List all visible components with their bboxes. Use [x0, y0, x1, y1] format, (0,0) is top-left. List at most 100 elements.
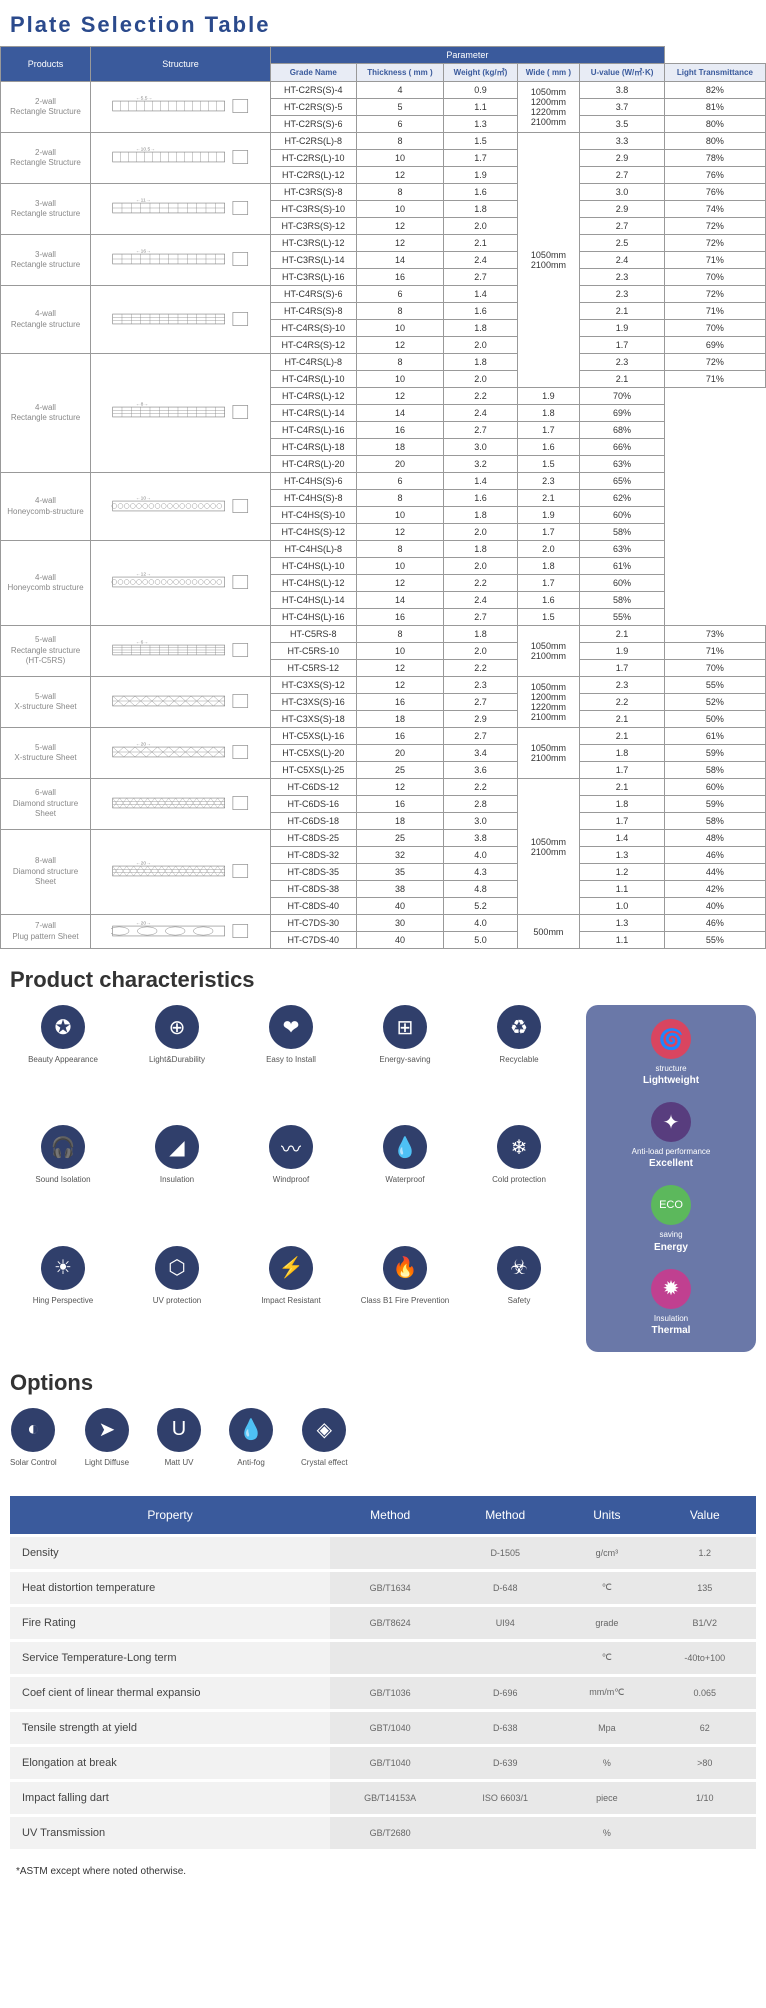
- opt-item: ◈ Crystal effect: [301, 1408, 348, 1467]
- prop-cell: Heat distortion temperature: [10, 1572, 330, 1604]
- thickness-cell: 4: [356, 82, 444, 99]
- wide-cell: 1050mm1200mm1220mm2100mm: [517, 677, 580, 728]
- prop-cell: Density: [10, 1537, 330, 1569]
- grade-cell: HT-C2RS(L)-8: [271, 133, 357, 150]
- grade-cell: HT-C4HS(L)-16: [271, 609, 357, 626]
- light-cell: 70%: [664, 269, 765, 286]
- product-cell: 4-wallHoneycomb structure: [1, 541, 91, 626]
- weight-cell: 1.6: [444, 184, 517, 201]
- uvalue-cell: 1.7: [517, 524, 580, 541]
- thickness-cell: 10: [356, 201, 444, 218]
- prop-cell: g/cm³: [560, 1537, 653, 1569]
- light-cell: 71%: [664, 643, 765, 660]
- prop-cell: B1/V2: [654, 1607, 756, 1639]
- side-item: ✦ Anti-load performanceExcellent: [594, 1102, 748, 1171]
- product-cell: 4-wallRectangle structure: [1, 286, 91, 354]
- light-cell: 80%: [664, 133, 765, 150]
- solar-control-icon: ◐: [11, 1408, 55, 1452]
- grade-cell: HT-C5XS(L)-25: [271, 762, 357, 779]
- weight-cell: 2.0: [444, 524, 517, 541]
- thickness-cell: 20: [356, 745, 444, 762]
- grade-cell: HT-C8DS-35: [271, 864, 357, 881]
- grade-cell: HT-C4RS(L)-18: [271, 439, 357, 456]
- weight-cell: 1.8: [444, 541, 517, 558]
- uvalue-cell: 2.3: [580, 286, 664, 303]
- side-icon: 🌀: [651, 1019, 691, 1059]
- uvalue-cell: 2.9: [580, 150, 664, 167]
- prop-cell: piece: [560, 1782, 653, 1814]
- grade-cell: HT-C3XS(S)-12: [271, 677, 357, 694]
- prop-row: DensityD-1505g/cm³1.2: [10, 1537, 756, 1569]
- prop-cell: GBT/1040: [330, 1712, 450, 1744]
- footnote: *ASTM except where noted otherwise.: [0, 1862, 766, 1887]
- weight-cell: 2.4: [444, 405, 517, 422]
- uvalue-cell: 1.7: [580, 813, 664, 830]
- uvalue-cell: 1.5: [517, 456, 580, 473]
- weight-cell: 2.0: [444, 337, 517, 354]
- thickness-cell: 6: [356, 116, 444, 133]
- char-label: Insulation: [124, 1175, 230, 1184]
- side-icon: ECO: [651, 1185, 691, 1225]
- light-cell: 80%: [664, 116, 765, 133]
- grade-cell: HT-C8DS-40: [271, 898, 357, 915]
- light-cell: 55%: [580, 609, 664, 626]
- uvalue-cell: 2.0: [517, 541, 580, 558]
- grade-cell: HT-C3RS(L)-12: [271, 235, 357, 252]
- product-cell: 5-wallX-structure Sheet: [1, 728, 91, 779]
- weight-cell: 2.1: [444, 235, 517, 252]
- options-grid: ◐ Solar Control ➤ Light Diffuse U Matt U…: [0, 1408, 766, 1483]
- thickness-cell: 10: [356, 371, 444, 388]
- wide-cell: 500mm: [517, 915, 580, 949]
- char-label: Cold protection: [466, 1175, 572, 1184]
- grade-cell: HT-C3RS(L)-16: [271, 269, 357, 286]
- uvalue-cell: 1.7: [580, 660, 664, 677]
- properties-table: PropertyMethodMethodUnitsValueDensityD-1…: [10, 1493, 756, 1852]
- characteristics-title: Product characteristics: [0, 949, 766, 1005]
- char-label: Easy to Install: [238, 1055, 344, 1064]
- grade-cell: HT-C2RS(L)-10: [271, 150, 357, 167]
- thickness-cell: 30: [356, 915, 444, 932]
- product-cell: 7-wallPlug pattern Sheet: [1, 915, 91, 949]
- grade-cell: HT-C3RS(S)-12: [271, 218, 357, 235]
- weight-cell: 2.3: [444, 677, 517, 694]
- prop-cell: Service Temperature-Long term: [10, 1642, 330, 1674]
- structure-cell: ←11→: [91, 184, 271, 235]
- prop-cell: GB/T8624: [330, 1607, 450, 1639]
- thickness-cell: 8: [356, 490, 444, 507]
- wide-cell: 1050mm2100mm: [517, 626, 580, 677]
- product-cell: 8-wallDiamond structure Sheet: [1, 830, 91, 915]
- thickness-cell: 12: [356, 218, 444, 235]
- light-cell: 82%: [664, 82, 765, 99]
- uvalue-cell: 3.8: [580, 82, 664, 99]
- table-row: 2-wallRectangle Structure←10.5→HT-C2RS(L…: [1, 133, 766, 150]
- thickness-cell: 12: [356, 779, 444, 796]
- weight-cell: 4.3: [444, 864, 517, 881]
- light-cell: 59%: [664, 745, 765, 762]
- char-item: ❤ Easy to Install: [238, 1005, 344, 1111]
- hdr-parameter: Parameter: [271, 47, 665, 64]
- opt-label: Anti-fog: [229, 1458, 273, 1467]
- insulation-icon: ◢: [155, 1125, 199, 1169]
- prop-row: Elongation at breakGB/T1040D-639%>80: [10, 1747, 756, 1779]
- side-label: Anti-load performanceExcellent: [594, 1146, 748, 1171]
- light-cell: 60%: [580, 507, 664, 524]
- prop-cell: [330, 1537, 450, 1569]
- structure-cell: [91, 677, 271, 728]
- prop-cell: Impact falling dart: [10, 1782, 330, 1814]
- grade-cell: HT-C2RS(S)-4: [271, 82, 357, 99]
- char-label: Recyclable: [466, 1055, 572, 1064]
- weight-cell: 2.2: [444, 388, 517, 405]
- side-label: savingEnergy: [594, 1229, 748, 1254]
- opt-label: Solar Control: [10, 1458, 57, 1467]
- product-cell: 3-wallRectangle structure: [1, 184, 91, 235]
- char-label: Waterproof: [352, 1175, 458, 1184]
- light-cell: 78%: [664, 150, 765, 167]
- uvalue-cell: 1.1: [580, 932, 664, 949]
- thickness-cell: 16: [356, 694, 444, 711]
- uvalue-cell: 3.5: [580, 116, 664, 133]
- uvalue-cell: 1.7: [580, 337, 664, 354]
- prop-header: Property: [10, 1496, 330, 1534]
- grade-cell: HT-C4RS(L)-12: [271, 388, 357, 405]
- grade-cell: HT-C4RS(S)-12: [271, 337, 357, 354]
- uvalue-cell: 1.3: [580, 847, 664, 864]
